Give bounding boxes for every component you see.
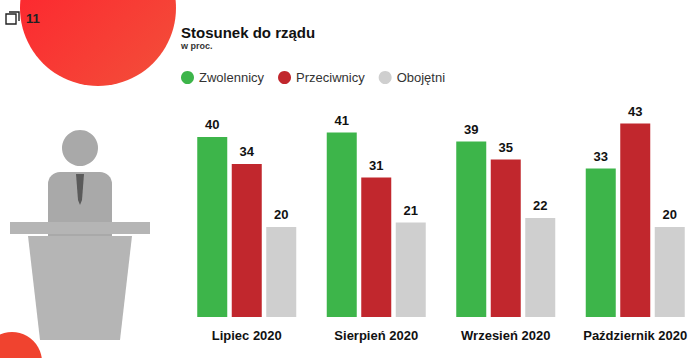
svg-text:Sierpień 2020: Sierpień 2020 bbox=[334, 328, 418, 343]
svg-text:43: 43 bbox=[628, 104, 642, 119]
svg-text:40: 40 bbox=[205, 117, 219, 132]
svg-text:34: 34 bbox=[240, 144, 255, 159]
svg-text:Stosunek do rządu: Stosunek do rządu bbox=[181, 24, 315, 41]
svg-text:w proc.: w proc. bbox=[180, 41, 213, 51]
svg-text:31: 31 bbox=[369, 158, 383, 173]
svg-text:Obojętni: Obojętni bbox=[397, 70, 446, 85]
svg-text:33: 33 bbox=[594, 149, 608, 164]
svg-text:41: 41 bbox=[335, 113, 349, 128]
svg-text:Wrzesień 2020: Wrzesień 2020 bbox=[461, 328, 550, 343]
svg-text:20: 20 bbox=[663, 207, 677, 222]
svg-text:39: 39 bbox=[464, 122, 478, 137]
svg-text:Przeciwnicy: Przeciwnicy bbox=[296, 70, 365, 85]
svg-text:35: 35 bbox=[499, 140, 513, 155]
svg-text:22: 22 bbox=[533, 198, 547, 213]
svg-text:Październik 2020: Październik 2020 bbox=[583, 328, 687, 343]
svg-text:Zwolennicy: Zwolennicy bbox=[199, 70, 265, 85]
svg-text:21: 21 bbox=[404, 203, 418, 218]
svg-text:11: 11 bbox=[26, 11, 40, 26]
svg-text:Lipiec 2020: Lipiec 2020 bbox=[212, 328, 282, 343]
svg-text:20: 20 bbox=[274, 207, 288, 222]
